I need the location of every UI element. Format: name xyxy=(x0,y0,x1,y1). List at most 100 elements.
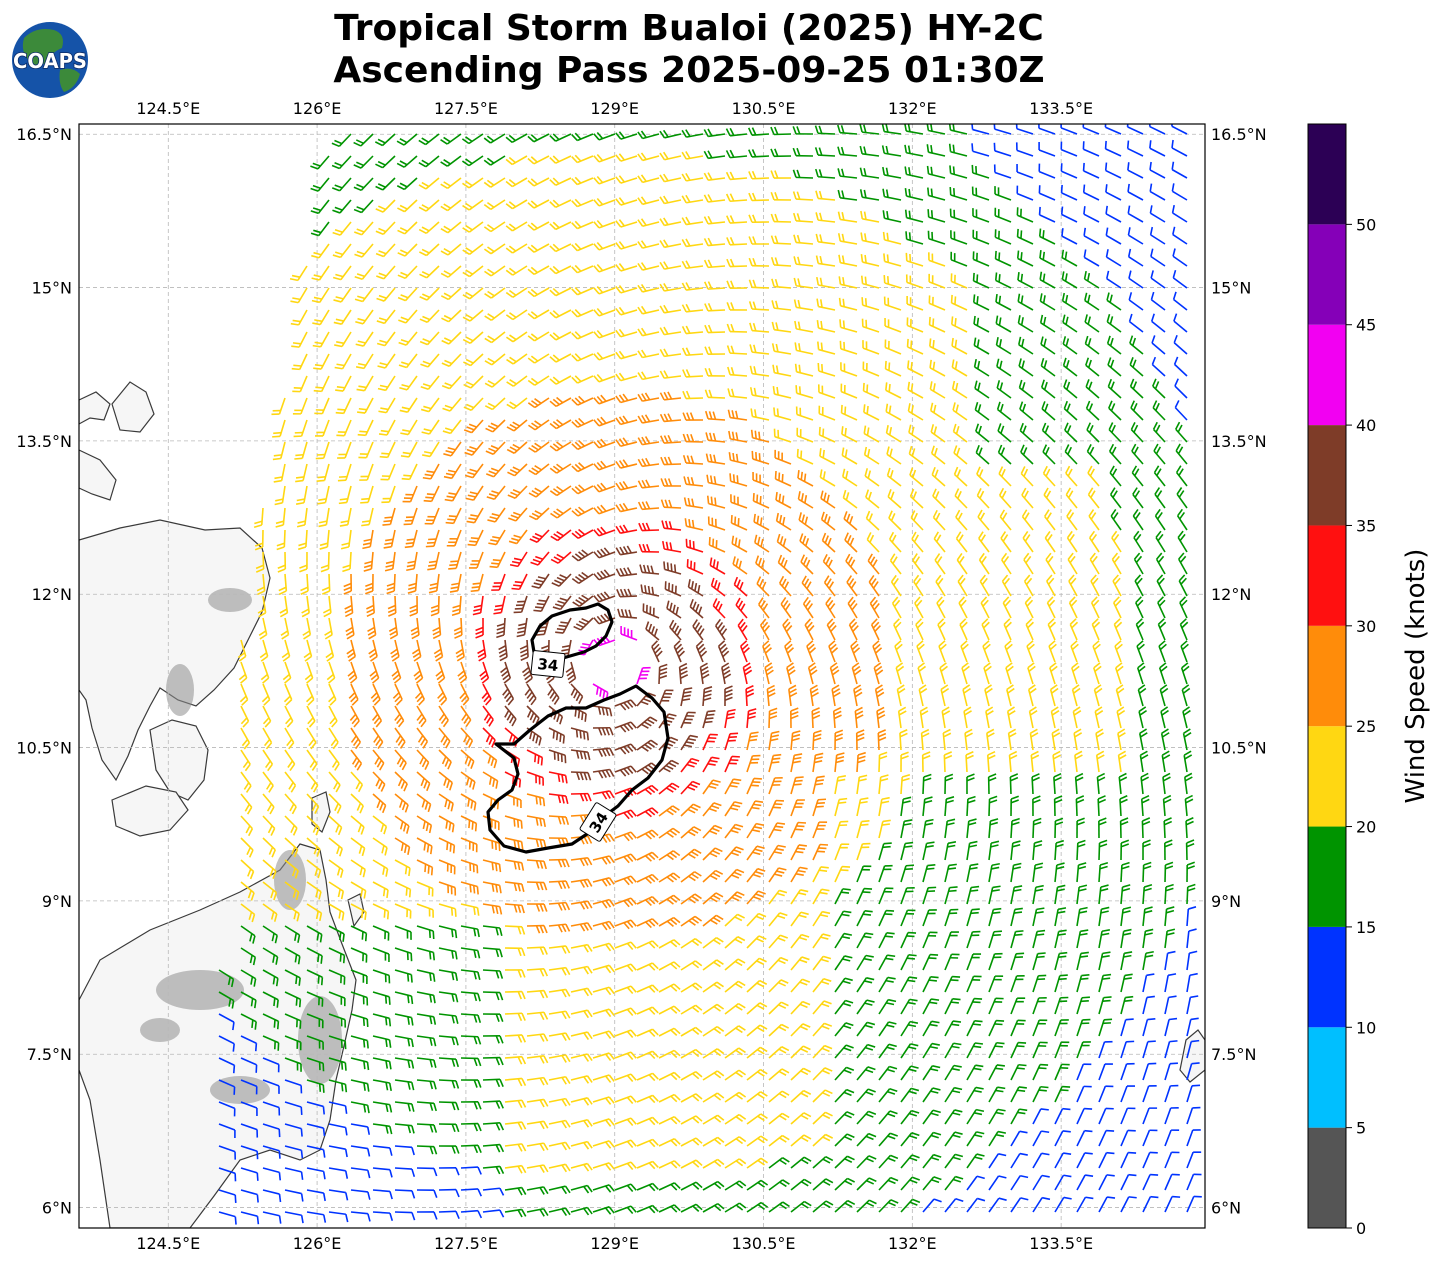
wind-barb xyxy=(724,1069,746,1081)
wind-barb xyxy=(462,243,484,256)
wind-barb xyxy=(1182,706,1191,729)
wind-barb xyxy=(413,661,424,684)
wind-barb xyxy=(1178,574,1188,597)
wind-barb xyxy=(834,888,851,905)
wind-barb xyxy=(526,859,547,870)
wind-barb xyxy=(1136,662,1146,685)
wind-barb xyxy=(705,453,726,465)
wind-barb xyxy=(768,1023,790,1037)
wind-barb xyxy=(483,243,506,255)
wind-barb xyxy=(1120,1196,1137,1213)
wind-barb xyxy=(1098,817,1107,839)
wind-barb xyxy=(1120,1173,1137,1191)
wind-barb xyxy=(314,397,330,415)
wind-barb xyxy=(900,1132,920,1147)
wind-barb xyxy=(1038,163,1056,179)
wind-barb xyxy=(301,595,310,618)
wind-barb xyxy=(905,274,924,289)
wind-barb xyxy=(418,133,440,146)
wind-barb xyxy=(593,285,616,295)
wind-barb xyxy=(328,705,338,728)
wind-barb xyxy=(299,551,308,573)
wind-barb xyxy=(1016,207,1034,223)
wind-barb xyxy=(1010,952,1025,971)
wind-barb xyxy=(1098,1107,1114,1125)
wind-barb xyxy=(658,1071,681,1081)
wind-barb xyxy=(526,815,546,828)
wind-barb xyxy=(966,795,976,817)
wind-barb xyxy=(746,777,762,795)
wind-barb xyxy=(394,903,412,919)
wind-barb xyxy=(929,381,946,399)
wind-barb xyxy=(378,419,396,436)
wind-barb xyxy=(526,1033,549,1042)
wind-barb xyxy=(812,955,832,971)
wind-barb xyxy=(394,1211,416,1221)
wind-barb xyxy=(637,436,660,446)
wind-barb xyxy=(1142,1195,1159,1213)
wind-barb xyxy=(315,419,330,437)
wind-barb xyxy=(975,444,990,465)
wind-barb xyxy=(978,552,990,575)
wind-barb xyxy=(1120,1062,1135,1081)
wind-barb xyxy=(526,1186,549,1195)
wind-barb xyxy=(548,945,571,954)
wind-barb xyxy=(703,172,726,181)
wind-barb xyxy=(1089,552,1100,575)
wind-barb xyxy=(730,494,748,509)
wind-barb xyxy=(883,296,902,311)
wind-barb xyxy=(549,485,572,497)
wind-barb xyxy=(1091,618,1101,641)
wind-barb xyxy=(883,253,902,267)
wind-barb xyxy=(1032,884,1044,905)
wind-barb xyxy=(1105,184,1122,201)
wind-barb xyxy=(725,127,748,137)
wind-barb xyxy=(825,596,836,619)
wind-barb xyxy=(1120,839,1130,861)
wind-barb xyxy=(804,618,815,641)
wind-barb xyxy=(1060,184,1078,201)
wind-barb xyxy=(418,221,440,235)
wind-barb xyxy=(505,177,528,188)
wind-barb xyxy=(851,662,862,685)
wind-barb xyxy=(988,885,1001,905)
wind-barb xyxy=(658,894,681,905)
wind-barb xyxy=(919,706,929,729)
wind-barb xyxy=(306,991,324,1007)
wind-barb xyxy=(1032,929,1046,949)
wind-barb xyxy=(702,1025,725,1037)
wind-barb xyxy=(306,1035,324,1050)
wind-barb xyxy=(1026,640,1035,663)
wind-barb xyxy=(861,297,880,311)
wind-barb xyxy=(240,925,256,944)
wind-barb xyxy=(1090,596,1100,619)
logo-text: COAPS xyxy=(13,49,87,73)
wind-barb xyxy=(394,837,411,855)
wind-barb xyxy=(1038,185,1056,201)
wind-barb xyxy=(524,683,537,706)
wind-barb xyxy=(954,488,968,509)
wind-barb xyxy=(372,859,389,877)
wind-barb xyxy=(1062,357,1078,377)
wind-barb xyxy=(756,576,770,597)
wind-barb xyxy=(859,145,880,157)
wind-barb xyxy=(908,445,924,465)
wind-barb xyxy=(528,485,550,498)
wind-barb xyxy=(797,491,814,509)
wind-barb xyxy=(882,210,902,223)
wind-barb xyxy=(1076,1041,1091,1059)
wind-barb xyxy=(372,1079,392,1092)
wind-barb xyxy=(749,344,770,355)
wind-barb xyxy=(1054,1174,1072,1191)
wind-barb xyxy=(570,749,591,761)
wind-barb xyxy=(856,910,873,927)
wind-barb xyxy=(900,841,914,861)
wind-barb xyxy=(549,309,572,319)
wind-barb xyxy=(350,1101,370,1114)
wind-barb xyxy=(834,865,851,883)
wind-barb xyxy=(262,1167,282,1181)
wind-barb xyxy=(481,683,492,706)
wind-barb xyxy=(637,305,660,315)
wind-barb xyxy=(350,1057,370,1071)
wind-barb xyxy=(951,359,968,377)
